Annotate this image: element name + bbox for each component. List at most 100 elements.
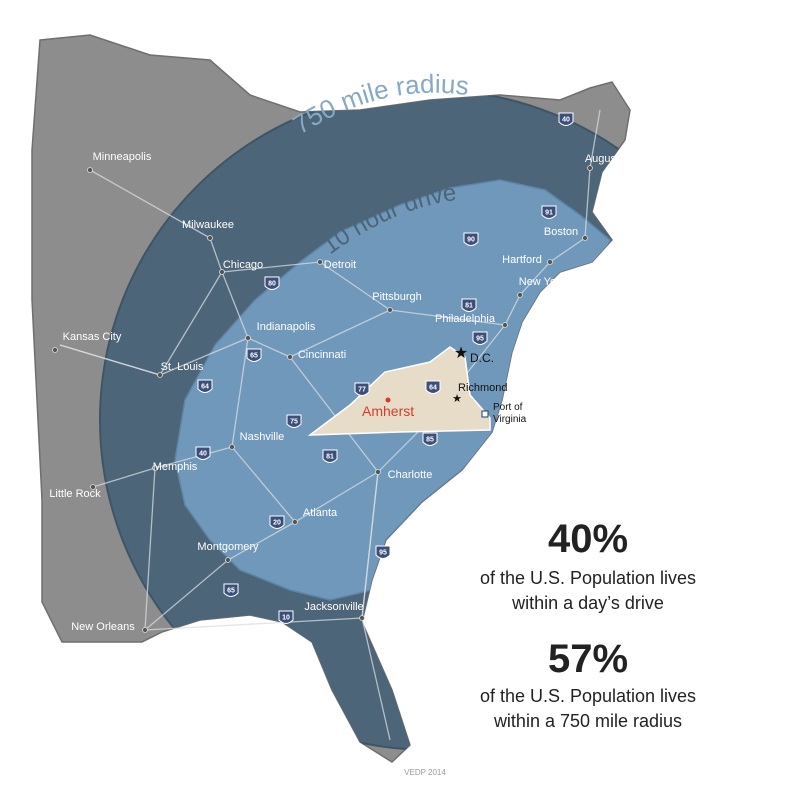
city-dot: [502, 322, 508, 328]
virginia: [307, 346, 491, 436]
city-dot: [317, 259, 323, 265]
virginia-labels: ★ D.C. ★ Richmond Amherst Port of Virgin…: [362, 345, 527, 425]
city-dot: [587, 165, 593, 171]
city-label: Minneapolis: [93, 151, 152, 163]
stat-figure: 57%: [548, 637, 628, 681]
city-dot: [245, 335, 251, 341]
city-dot: [517, 292, 523, 298]
shield: [541, 205, 557, 219]
shield: [354, 382, 370, 396]
city-dot: [359, 615, 365, 621]
city-dot: [229, 444, 235, 450]
interstates: 40 91 90 80 81 95 64 65 64 77 75 81 85 40 20 95 65 10: [195, 112, 574, 624]
shield-label: 90: [467, 237, 475, 244]
city-dot: [292, 519, 298, 525]
city-dot: [157, 372, 163, 378]
city-dot: [142, 627, 148, 633]
shield: [278, 610, 294, 624]
city-dot: [219, 269, 225, 275]
city-label: Kansas City: [63, 331, 122, 343]
shield-label: 91: [545, 210, 553, 217]
stat-figure: 40%: [548, 517, 628, 561]
stat-text: within a day’s drive: [511, 593, 664, 613]
city-label: Montgomery: [197, 541, 259, 553]
city-dot: [375, 469, 381, 475]
shield: [195, 446, 211, 460]
city-label: Chicago: [223, 259, 263, 271]
shield-label: 65: [227, 588, 235, 595]
shield-label: 95: [379, 550, 387, 557]
city-label: Cincinnati: [298, 349, 346, 361]
city-label: Hartford: [502, 254, 542, 266]
city-label: Atlanta: [303, 507, 338, 519]
shield: [269, 515, 285, 529]
city-dot: [90, 484, 96, 490]
city-label: Little Rock: [49, 488, 101, 500]
city-label: Nashville: [240, 431, 285, 443]
city-label: Indianapolis: [257, 321, 316, 333]
shield-label: 95: [476, 336, 484, 343]
richmond-label: Richmond: [458, 382, 508, 394]
shield-label: 65: [250, 353, 258, 360]
city-dot: [225, 557, 231, 563]
shield-label: 64: [201, 384, 209, 391]
stats: 40% of the U.S. Population lives within …: [480, 517, 696, 731]
shield-label: 20: [273, 520, 281, 527]
city-label: Boston: [544, 226, 578, 238]
shield: [461, 298, 477, 312]
city-dot: [287, 354, 293, 360]
amherst-label: Amherst: [362, 403, 414, 419]
shield: [322, 449, 338, 463]
shield: [375, 545, 391, 559]
shield-label: 85: [426, 437, 434, 444]
dc-star: ★: [454, 345, 468, 362]
shield-label: 81: [326, 454, 334, 461]
credit: VEDP 2014: [404, 768, 446, 777]
shield-label: 10: [282, 615, 290, 622]
city-label: Detroit: [324, 259, 356, 271]
city-dot: [387, 307, 393, 313]
shield: [425, 380, 441, 394]
shield: [286, 414, 302, 428]
shield: [463, 232, 479, 246]
shield-label: 40: [562, 117, 570, 124]
shield-label: 80: [268, 281, 276, 288]
shield: [558, 112, 574, 126]
shield-label: 64: [429, 385, 437, 392]
port-marker: [481, 410, 489, 418]
richmond-star: ★: [452, 393, 462, 405]
shield: [472, 331, 488, 345]
city-label: Pittsburgh: [372, 291, 422, 303]
city-label: St. Louis: [161, 361, 204, 373]
amherst-dot: [385, 397, 391, 403]
cities: Minneapolis Milwaukee Chicago Detroit Kansas…: [49, 151, 626, 633]
city-dot: [207, 235, 213, 241]
city-dot: [87, 167, 93, 173]
city-label: Philadelphia: [435, 313, 496, 325]
shield-label: 40: [199, 451, 207, 458]
shield-label: 75: [290, 419, 298, 426]
stat-text: of the U.S. Population lives: [480, 686, 696, 706]
city-dot: [582, 235, 588, 241]
city-label: Milwaukee: [182, 219, 234, 231]
city-dot: [547, 259, 553, 265]
city-label: Memphis: [153, 461, 198, 473]
shield: [422, 432, 438, 446]
shield-label: 77: [358, 387, 366, 394]
city-label: New Orleans: [71, 621, 135, 633]
port-label: Port of: [493, 402, 523, 413]
dc-label: D.C.: [470, 351, 494, 365]
port-label: Virginia: [493, 414, 527, 425]
city-label: Augusta: [585, 153, 626, 165]
shield-label: 81: [465, 303, 473, 310]
shield: [246, 348, 262, 362]
city-dot: [152, 465, 158, 471]
shield: [197, 379, 213, 393]
city-label: New York: [519, 276, 566, 288]
city-dot: [52, 347, 58, 353]
city-label: Charlotte: [388, 469, 433, 481]
shield: [264, 276, 280, 290]
stat-text: within a 750 mile radius: [493, 711, 682, 731]
